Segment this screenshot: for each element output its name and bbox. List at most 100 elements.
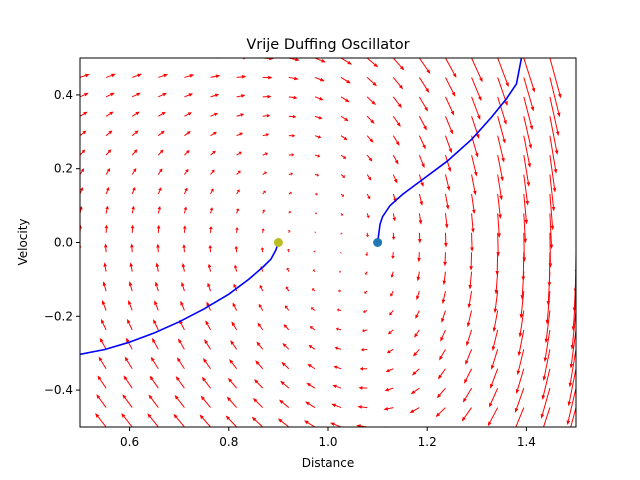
vector-arrow [286,267,290,272]
vector-arrow [523,174,530,206]
vector-arrow [285,286,290,292]
vector-arrow [549,58,562,99]
vector-arrow [497,155,504,182]
vector-arrow [575,77,576,80]
vector-arrow [338,289,342,293]
vector-arrow [131,168,137,175]
vector-arrow [540,388,551,419]
vector-arrow [122,394,133,408]
vector-arrow [236,94,246,98]
vector-arrow [418,154,425,169]
vector-arrow [181,281,185,292]
vector-arrow [199,414,211,427]
vector-arrow [542,407,551,427]
vector-arrow [261,228,265,233]
vector-arrow [80,367,81,369]
vector-arrow [389,310,394,316]
vector-arrow [409,407,420,414]
vector-arrow [418,174,424,188]
vector-arrow [340,193,344,197]
vector-arrow [158,130,165,137]
vector-arrow [236,132,243,137]
vector-arrow [523,58,536,93]
vector-arrow [158,73,169,78]
vector-arrow [545,291,551,325]
vector-arrow [128,281,133,292]
vector-arrow [233,264,238,272]
vector-arrow [173,413,185,427]
vector-arrow [435,407,446,418]
vector-arrow [131,111,140,117]
vector-arrow [416,290,420,301]
vector-arrow [130,243,134,253]
vector-arrow [441,310,446,323]
vector-arrow [312,269,316,272]
vector-arrow [358,386,368,390]
vector-arrow [312,250,317,253]
vector-arrow [80,309,81,311]
vector-arrow [262,190,266,195]
vector-arrow [280,380,290,389]
vector-arrow [436,387,446,399]
vector-arrow [123,375,133,389]
vector-arrow [340,174,346,178]
vector-arrow [229,358,238,370]
vector-arrow [364,271,368,275]
vector-arrow [465,349,473,365]
start-point [273,238,283,247]
vector-arrow [131,186,136,195]
vector-arrow [418,213,423,225]
vector-arrow [234,245,239,253]
y-axis-label: Velocity [16,218,30,265]
vector-arrow [155,262,160,272]
vector-arrow [175,376,185,389]
vector-arrow [262,209,266,214]
vector-arrow [363,309,368,314]
vector-arrow [181,263,186,272]
vector-arrow [462,387,473,403]
vector-arrow [366,193,371,200]
vector-arrow [366,135,374,143]
vector-arrow [469,252,473,271]
vector-arrow [184,131,191,137]
vector-arrow [201,376,211,389]
vector-arrow [210,93,220,98]
vector-arrow [184,168,189,175]
vector-arrow [230,340,238,350]
vector-arrow [184,93,194,98]
vector-arrow [444,193,450,210]
vector-arrow [184,149,190,156]
vector-arrow [262,171,267,175]
vector-arrow [410,387,420,395]
vector-arrow [332,384,342,389]
vector-arrow [471,96,481,120]
vector-arrow [366,115,375,124]
vector-arrow [442,271,447,286]
vector-arrow [549,96,560,137]
vector-arrow [153,319,159,331]
vector-arrow [314,115,323,120]
vector-arrow [209,226,213,233]
vector-arrow [497,174,503,201]
vector-arrow [80,92,89,98]
vector-arrow [207,263,212,272]
vector-arrow [80,348,81,350]
vector-arrow [104,224,109,233]
vector-arrow [445,96,455,116]
vector-arrow [549,174,556,212]
vector-arrow [282,343,290,350]
vector-arrow [105,205,109,214]
vector-arrow [445,116,453,135]
vector-arrow [288,211,292,214]
vector-arrow [549,193,555,231]
vector-arrow [575,116,576,120]
vector-arrow [252,397,264,408]
vector-arrow [340,135,348,141]
vector-arrow [158,111,166,117]
vector-arrow [340,76,351,84]
vector-arrow [307,363,316,370]
vector-arrow [441,290,446,305]
vector-arrow [131,149,138,156]
vector-arrow [258,303,264,311]
